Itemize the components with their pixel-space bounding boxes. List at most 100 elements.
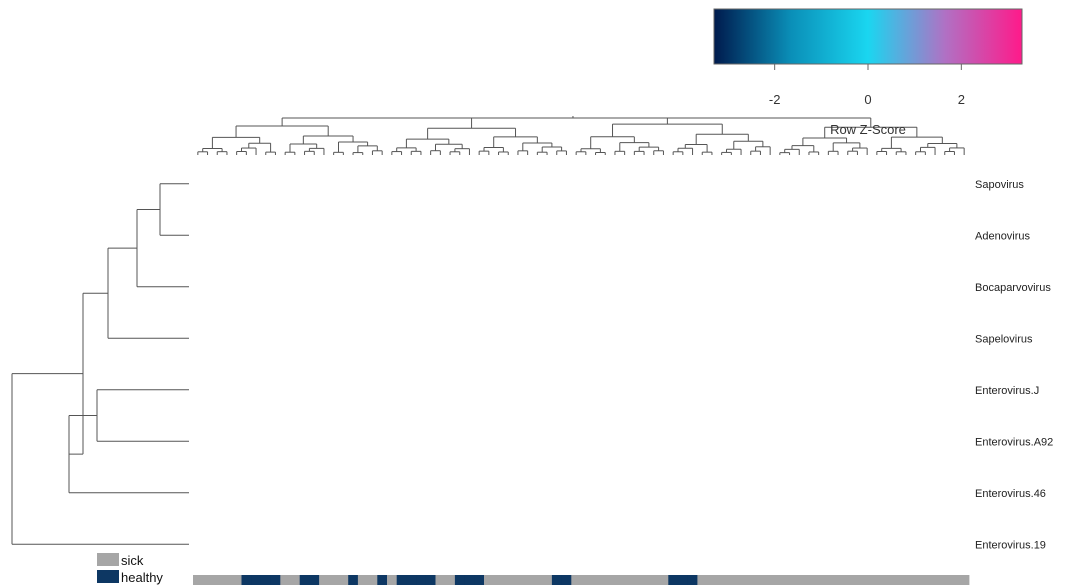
heatmap-cell <box>804 312 815 365</box>
heatmap-cell <box>231 467 242 519</box>
heatmap-cell <box>503 158 514 210</box>
heatmap-cell <box>222 158 233 210</box>
heatmap-cell <box>328 467 339 519</box>
group-bar-segment <box>222 575 233 585</box>
heatmap-cell <box>571 261 582 313</box>
heatmap-cell <box>377 312 388 365</box>
heatmap-cell <box>813 415 824 468</box>
heatmap-cell <box>484 158 495 210</box>
heatmap-cell <box>755 467 766 519</box>
heatmap-cell <box>784 467 795 519</box>
heatmap-cell <box>513 415 524 468</box>
group-bar-segment <box>513 575 524 585</box>
heatmap-cell <box>561 209 572 262</box>
heatmap-cell <box>716 209 727 262</box>
heatmap-cell <box>474 158 485 210</box>
heatmap-cell <box>610 467 621 519</box>
heatmap-cell <box>600 209 611 262</box>
group-bar-segment <box>212 575 223 585</box>
heatmap-cell <box>707 467 718 519</box>
group-bar-segment <box>581 575 592 585</box>
heatmap-cell <box>823 312 834 365</box>
heatmap-cell <box>251 518 262 571</box>
heatmap-cell <box>745 415 756 468</box>
group-bar-segment <box>610 575 621 585</box>
heatmap-cell <box>202 518 213 571</box>
heatmap-cell <box>833 261 844 313</box>
heatmap-cell <box>852 518 863 571</box>
heatmap-cell <box>745 467 756 519</box>
row-label: Enterovirus.J <box>975 385 1039 397</box>
heatmap-cell <box>493 467 504 519</box>
heatmap-cell <box>425 467 436 519</box>
heatmap-cell <box>387 312 398 365</box>
heatmap-cell <box>775 209 786 262</box>
heatmap-cell <box>241 158 252 210</box>
heatmap-cell <box>930 415 941 468</box>
group-bar-segment <box>784 575 795 585</box>
heatmap-cell <box>319 364 330 416</box>
heatmap-cell <box>881 364 892 416</box>
heatmap-cell <box>513 261 524 313</box>
heatmap-cell <box>949 261 960 313</box>
heatmap-cell <box>542 415 553 468</box>
heatmap-cell <box>445 364 456 416</box>
heatmap-cell <box>396 518 407 571</box>
legend-label-sick: sick <box>121 553 144 568</box>
group-bar-segment <box>687 575 698 585</box>
heatmap-cell <box>406 364 417 416</box>
heatmap-cell <box>251 158 262 210</box>
heatmap-cell <box>775 158 786 210</box>
group-bar-segment <box>745 575 756 585</box>
color-key-title: Row Z-Score <box>830 122 906 137</box>
heatmap-cell <box>484 364 495 416</box>
heatmap-cell <box>959 158 970 210</box>
heatmap-cell <box>755 415 766 468</box>
heatmap-cell <box>561 261 572 313</box>
heatmap-cell <box>357 467 368 519</box>
heatmap-cell <box>629 415 640 468</box>
heatmap-cell <box>930 364 941 416</box>
heatmap-cell <box>726 467 737 519</box>
heatmap-cell <box>658 158 669 210</box>
heatmap-cell <box>367 415 378 468</box>
heatmap-cell <box>503 312 514 365</box>
heatmap-cell <box>736 467 747 519</box>
group-bar-segment <box>707 575 718 585</box>
heatmap-cell <box>610 364 621 416</box>
heatmap-cell <box>590 364 601 416</box>
group-bar-segment <box>260 575 271 585</box>
heatmap-cell <box>260 261 271 313</box>
heatmap-cell <box>425 312 436 365</box>
heatmap-cell <box>794 467 805 519</box>
heatmap-cell <box>678 415 689 468</box>
heatmap-cell <box>260 415 271 468</box>
heatmap-cell <box>513 209 524 262</box>
heatmap-cell <box>745 518 756 571</box>
heatmap-cell <box>775 415 786 468</box>
heatmap-cell <box>387 261 398 313</box>
heatmap-cell <box>581 415 592 468</box>
group-bar-segment <box>930 575 941 585</box>
heatmap-cell <box>736 312 747 365</box>
heatmap-cell <box>581 158 592 210</box>
heatmap-cell <box>813 209 824 262</box>
heatmap-cell <box>910 209 921 262</box>
heatmap-cell <box>338 261 349 313</box>
heatmap-cells <box>193 158 970 571</box>
heatmap-cell <box>697 312 708 365</box>
heatmap-cell <box>484 261 495 313</box>
heatmap-cell <box>862 415 873 468</box>
heatmap-cell <box>930 209 941 262</box>
heatmap-cell <box>357 518 368 571</box>
heatmap-cell <box>193 312 204 365</box>
heatmap-cell <box>435 261 446 313</box>
heatmap-cell <box>202 158 213 210</box>
heatmap-cell <box>193 261 204 313</box>
heatmap-cell <box>648 364 659 416</box>
heatmap-cell <box>561 364 572 416</box>
heatmap-cell <box>678 261 689 313</box>
group-bar-segment <box>387 575 398 585</box>
heatmap-cell <box>484 209 495 262</box>
heatmap-cell <box>357 261 368 313</box>
